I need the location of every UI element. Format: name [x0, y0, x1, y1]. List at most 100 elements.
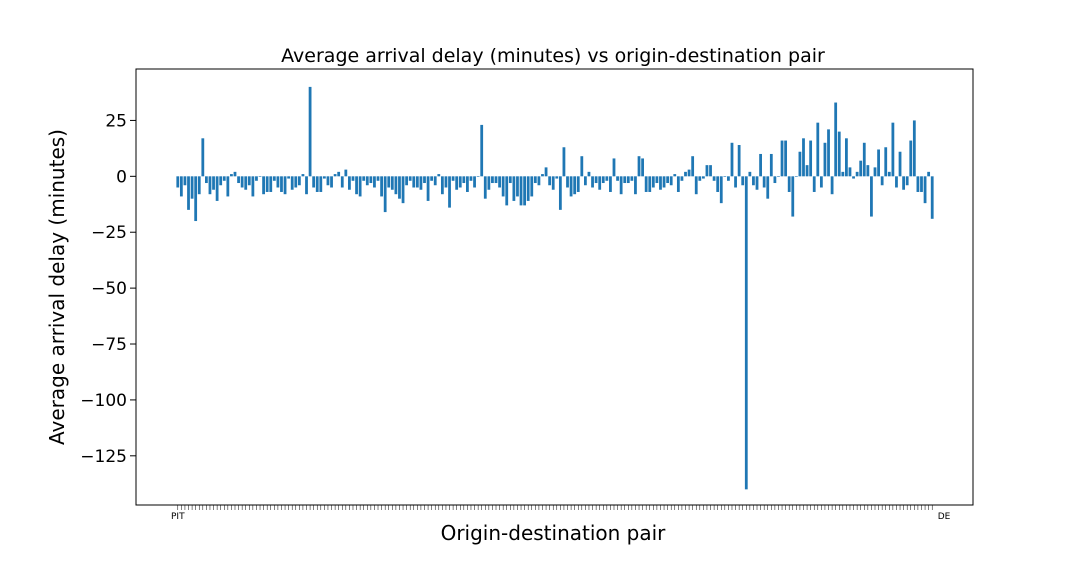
bar [205, 176, 208, 184]
bar [744, 176, 748, 490]
bar [383, 176, 387, 213]
bar [580, 156, 584, 177]
bar [440, 176, 444, 195]
bar [705, 165, 709, 177]
bar [176, 176, 180, 188]
bar [258, 176, 262, 177]
bar [748, 171, 752, 177]
bar [569, 176, 573, 197]
bar [494, 176, 498, 184]
bar [644, 176, 648, 192]
x-tick-label-last: DE [938, 512, 951, 522]
bar [902, 176, 905, 190]
bar [226, 176, 230, 197]
bar [887, 171, 891, 177]
bar [437, 174, 441, 177]
bar [787, 176, 791, 192]
bar [691, 156, 695, 177]
bar [469, 176, 473, 181]
bar [848, 167, 852, 177]
bar [805, 165, 809, 177]
bar [648, 176, 652, 192]
bar [351, 176, 355, 181]
bar [394, 176, 398, 195]
bar [684, 171, 687, 177]
bar [609, 176, 612, 192]
bar [251, 176, 255, 197]
bar [759, 153, 762, 177]
bar [462, 176, 466, 184]
bar [247, 176, 251, 186]
bar [727, 176, 730, 181]
bar [194, 176, 198, 222]
bar [237, 176, 240, 184]
chart-title: Average arrival delay (minutes) vs origi… [281, 45, 825, 67]
bar [233, 171, 237, 177]
bar [530, 176, 534, 197]
bar [859, 160, 863, 177]
bar [870, 176, 873, 217]
bars-group [176, 86, 934, 490]
bar [201, 138, 205, 177]
plot-frame [135, 68, 974, 506]
bar [523, 176, 526, 206]
bar [398, 176, 401, 199]
bar [866, 165, 870, 177]
bar [230, 174, 233, 177]
bar [766, 176, 770, 199]
bar [877, 149, 880, 177]
bar [290, 176, 294, 190]
bar [369, 176, 373, 184]
bar [816, 122, 820, 177]
bar [376, 176, 380, 181]
bar [283, 176, 287, 195]
bar [533, 176, 537, 184]
bar [294, 176, 298, 188]
bar [387, 176, 391, 188]
bar [809, 140, 813, 177]
y-tick-label: −75 [91, 335, 127, 355]
bar [179, 176, 183, 197]
bar [898, 151, 902, 177]
bar [862, 142, 866, 177]
bar [330, 176, 333, 188]
bar [812, 176, 816, 192]
bar [791, 176, 795, 217]
bar [305, 176, 308, 195]
y-tick-label: 25 [105, 111, 127, 131]
bar [730, 142, 734, 177]
bar [272, 176, 276, 181]
bar [355, 176, 358, 195]
bar [709, 165, 712, 177]
bar [240, 176, 244, 188]
bar [187, 176, 190, 210]
bar [784, 140, 788, 177]
bar [777, 176, 780, 177]
bar [651, 176, 655, 188]
bar [333, 174, 337, 177]
bar [326, 176, 330, 186]
bar [455, 176, 459, 190]
bar [827, 129, 830, 177]
bar [927, 171, 931, 177]
bar [834, 102, 838, 177]
bar [480, 124, 484, 177]
bar [473, 176, 476, 188]
bar [362, 176, 366, 181]
bar [694, 176, 698, 195]
bar [426, 176, 430, 201]
bar [562, 147, 566, 177]
x-axis: PIT DE [171, 505, 951, 522]
bar [780, 140, 784, 177]
bar [594, 176, 598, 184]
bar [415, 176, 419, 188]
y-tick-label: −50 [91, 279, 127, 299]
bar [755, 176, 759, 190]
bar [598, 176, 602, 190]
bar [852, 176, 855, 179]
bar [773, 176, 777, 184]
bar [845, 138, 848, 177]
bar [337, 171, 341, 177]
bar [190, 176, 194, 199]
bar [555, 176, 559, 179]
